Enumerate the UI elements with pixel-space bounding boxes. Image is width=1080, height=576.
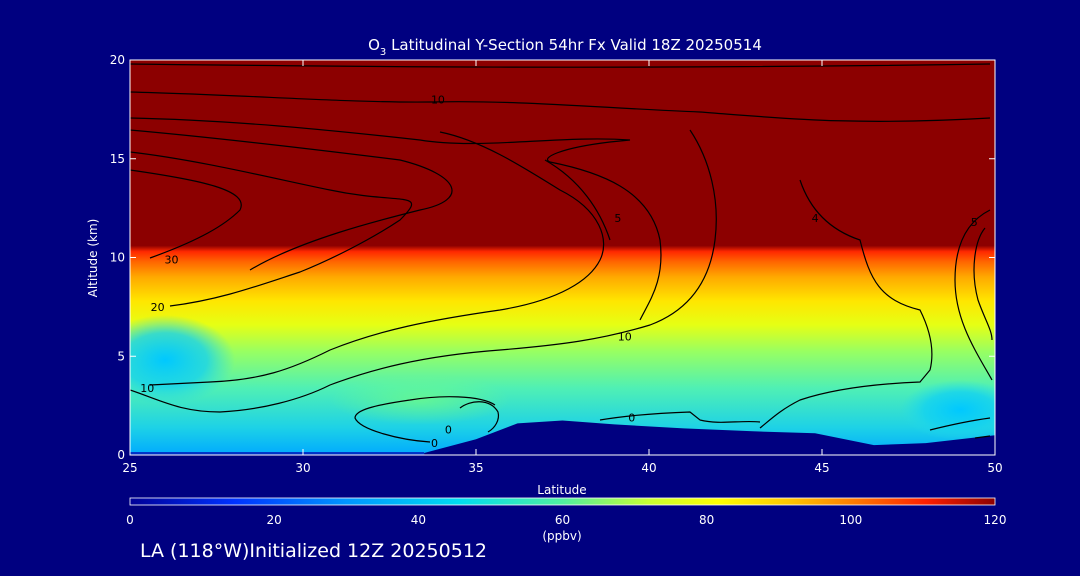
y-tick-label: 0 xyxy=(117,448,125,462)
colorbar-unit-label: (ppbv) xyxy=(542,529,581,543)
x-tick-label: 50 xyxy=(987,461,1002,475)
moderate-ozone-region xyxy=(330,375,510,425)
x-tick-label: 40 xyxy=(641,461,656,475)
low-ozone-region-2 xyxy=(900,380,995,440)
colorbar-tick-label: 120 xyxy=(984,513,1007,527)
colorbar-tick-label: 40 xyxy=(411,513,426,527)
terrain-surface xyxy=(424,420,995,455)
contour-label: 10 xyxy=(618,331,632,344)
plot-area xyxy=(130,60,995,455)
colorbar-tick-label: 100 xyxy=(839,513,862,527)
colorbar-tick-label: 60 xyxy=(555,513,570,527)
title-subscript: 3 xyxy=(380,47,386,58)
y-axis: 0 5 10 15 20 xyxy=(110,53,995,462)
x-tick-label: 25 xyxy=(122,461,137,475)
y-tick-label: 10 xyxy=(110,251,125,265)
colorbar xyxy=(129,497,996,506)
contour-label: 30 xyxy=(165,253,179,266)
title-rest: Latitudinal Y-Section 54hr Fx Valid 18Z … xyxy=(386,36,762,54)
contour-label: 0 xyxy=(431,437,438,450)
y-tick-label: 15 xyxy=(110,152,125,166)
contour-label: 10 xyxy=(140,382,154,395)
colorbar-ticks: 0 20 40 60 80 100 120 xyxy=(126,513,1006,527)
contour-label: 5 xyxy=(614,212,621,225)
x-tick-label: 30 xyxy=(295,461,310,475)
y-axis-label: Altitude (km) xyxy=(86,219,100,298)
y-tick-label: 5 xyxy=(117,349,125,363)
y-tick-label: 20 xyxy=(110,53,125,67)
x-tick-label: 45 xyxy=(814,461,829,475)
contour-label: 4 xyxy=(812,212,819,225)
chart-title: O3 Latitudinal Y-Section 54hr Fx Valid 1… xyxy=(368,36,762,58)
x-axis: 25 30 35 40 45 50 xyxy=(122,60,1003,475)
contour-lines xyxy=(130,63,993,443)
colorbar-tick-label: 80 xyxy=(699,513,714,527)
footer-location-text: LA (118°W)Initialized 12Z 20250512 xyxy=(140,540,487,562)
contour-label: 5 xyxy=(971,216,978,229)
x-axis-label: Latitude xyxy=(537,483,586,497)
contour-label: 0 xyxy=(628,411,635,424)
colorbar-tick-label: 0 xyxy=(126,513,134,527)
contour-label: 10 xyxy=(431,94,445,107)
colorbar-tick-label: 20 xyxy=(267,513,282,527)
low-ozone-region xyxy=(130,315,235,405)
surface-layer xyxy=(130,452,425,455)
x-tick-label: 35 xyxy=(468,461,483,475)
contour-label: 20 xyxy=(151,301,165,314)
contour-label: 0 xyxy=(445,423,452,436)
title-main: O xyxy=(368,36,380,54)
